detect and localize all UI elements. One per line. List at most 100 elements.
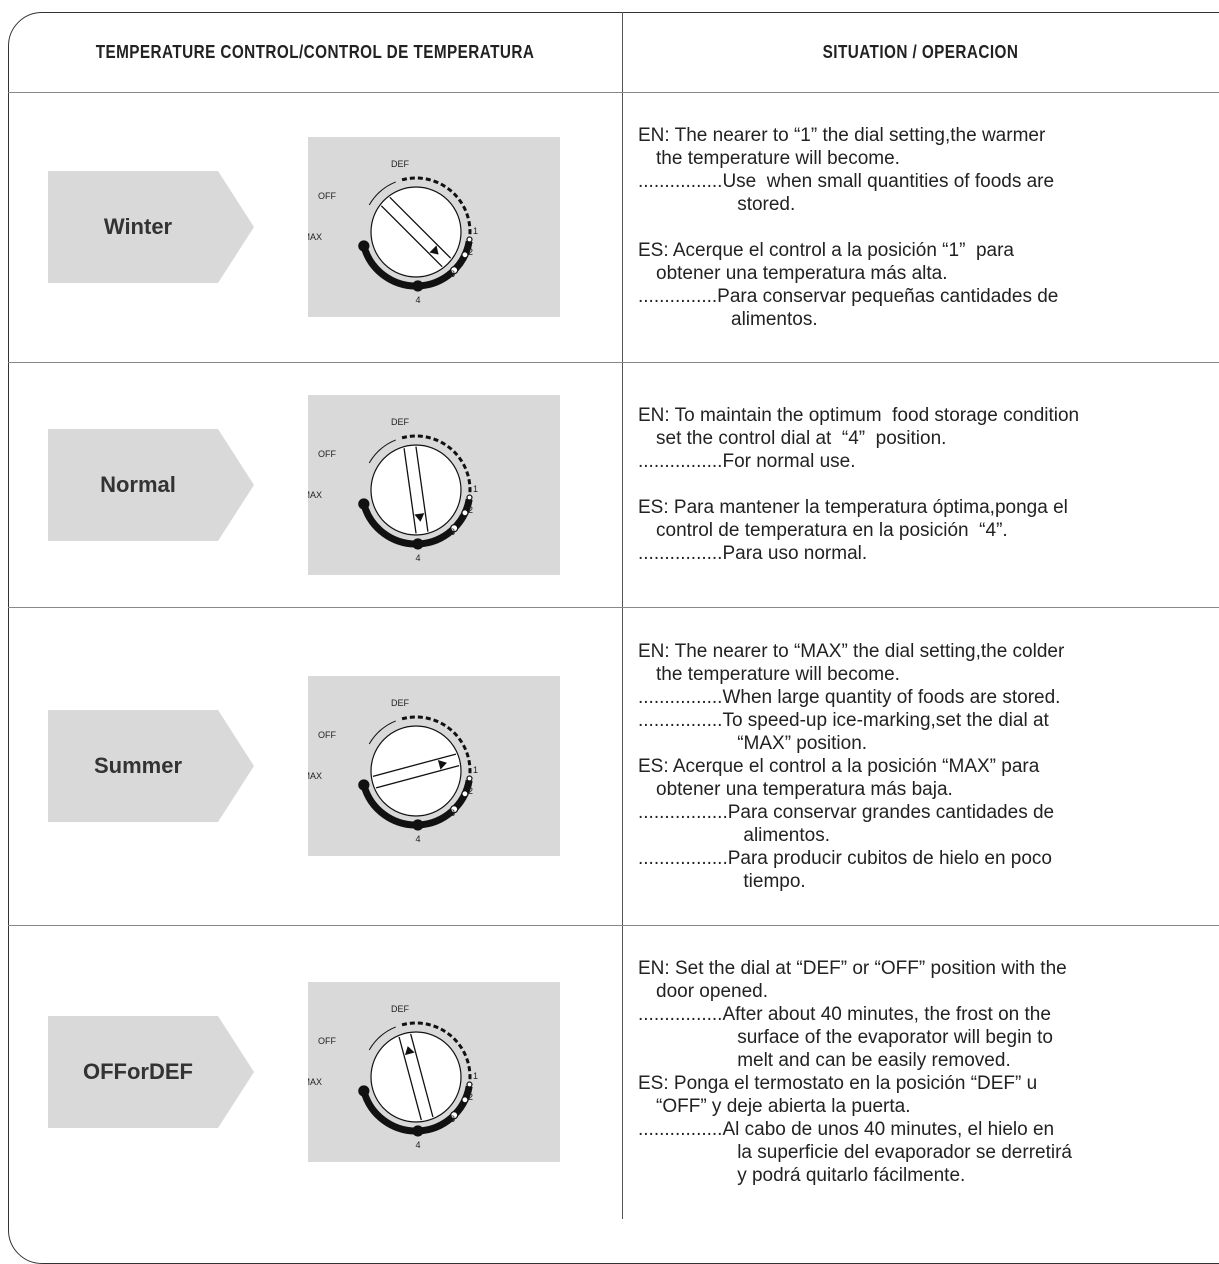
dial-dot — [466, 775, 473, 782]
dial-dot — [466, 236, 473, 243]
row-divider — [8, 925, 1219, 926]
description-line: door opened. — [656, 981, 768, 1002]
dial-pointer — [372, 753, 457, 777]
dial-dot — [461, 508, 469, 516]
dial-label: 2 — [468, 786, 473, 796]
description-line: ................To speed-up ice-marking,… — [638, 709, 1049, 731]
dial-label: 3 — [450, 527, 455, 537]
dial-dot — [412, 1125, 424, 1137]
dial-label: OFF — [318, 191, 336, 201]
description-line: .................Para producir cubitos d… — [638, 847, 1053, 869]
description-line: melt and can be easily removed. — [737, 1050, 1011, 1071]
dial-label: 4 — [415, 295, 420, 305]
dial-illustration: DEF OFF MAX 1 2 3 4 — [308, 676, 560, 856]
description-line: ES: Acerque el control a la posición “1”… — [638, 239, 1014, 261]
description-line: ................Use when small quantitie… — [638, 170, 1055, 192]
dial-pointer-tip — [429, 245, 439, 255]
tag-arrow — [48, 1016, 254, 1128]
dial-label: DEF — [391, 1004, 410, 1014]
dial-dot — [358, 779, 370, 791]
table-row: OFForDEF DEF OFF MAX 1 2 3 4 EN: Set the dial at… — [8, 925, 1219, 1219]
dial-pointer — [375, 765, 460, 789]
dial-dot — [358, 1085, 370, 1097]
dial-dot — [358, 497, 370, 510]
dial-knob — [370, 443, 462, 536]
dial-pointer — [389, 196, 452, 259]
dial-label: 4 — [415, 1140, 420, 1150]
description: EN: The nearer to “1” the dial setting,t… — [638, 92, 1219, 362]
description-line: “OFF” y deje abierta la puerta. — [656, 1096, 911, 1117]
dial-dot — [450, 1111, 459, 1120]
dial-illustration: DEF OFF MAX 1 2 3 4 — [308, 982, 560, 1162]
dial-label: MAX — [308, 1077, 322, 1087]
situation-tag: OFForDEF — [48, 1016, 254, 1128]
dial-label: MAX — [308, 490, 322, 500]
tag-label: Summer — [93, 753, 183, 778]
header-col2: SITUATION / OPERACION — [822, 41, 1019, 62]
dial-dot — [466, 493, 473, 501]
tag-shape — [48, 710, 254, 822]
dial-label: 3 — [450, 1114, 455, 1124]
dial-illustration: DEF OFF MAX 1 2 3 4 — [308, 394, 560, 575]
description-line: EN: Set the dial at “DEF” or “OFF” posit… — [638, 958, 1067, 979]
dial-knob — [370, 725, 462, 817]
table-row: Normal DEF OFF MAX 1 2 3 4 EN: To maintain the o… — [8, 362, 1219, 607]
dial-pointer — [398, 1036, 422, 1121]
description-line: the temperature will become. — [656, 663, 900, 685]
dial-dot — [412, 537, 424, 550]
dial-label: OFF — [318, 1036, 336, 1046]
header-col1: TEMPERATURE CONTROL/CONTROL DE TEMPERATU… — [95, 41, 535, 62]
dial-pointer — [403, 447, 417, 534]
tag-arrow — [48, 428, 254, 541]
description-line: ................For normal use. — [638, 451, 856, 472]
dial-label: 2 — [468, 247, 473, 257]
table-row: Summer DEF OFF MAX 1 2 3 4 EN: The nearer to “MA… — [8, 607, 1219, 925]
dial-label: DEF — [391, 698, 410, 708]
description-line: obtener una temperatura más alta. — [656, 262, 948, 284]
description: EN: The nearer to “MAX” the dial setting… — [638, 607, 1219, 925]
description-line: y podrá quitarlo fácilmente. — [737, 1165, 966, 1186]
dial-pointer — [415, 445, 429, 532]
dial-off-mark — [368, 438, 396, 463]
dial-label: 1 — [473, 1071, 478, 1081]
dial-dot — [466, 1081, 473, 1088]
description-line: alimentos. — [743, 824, 830, 846]
description-line: ES: Acerque el control a la posición “MA… — [638, 755, 1040, 777]
situation-tag: Summer — [48, 710, 254, 822]
description-line: la superficie del evaporador se derretir… — [737, 1142, 1072, 1163]
tag-label: OFForDEF — [83, 1059, 193, 1084]
dial-dot — [461, 1096, 469, 1104]
dial-label: DEF — [391, 417, 410, 427]
page: TEMPERATURE CONTROL/CONTROL DE TEMPERATU… — [8, 12, 1219, 1264]
dial-off-mark — [368, 720, 396, 745]
tag-label: Normal — [100, 471, 176, 497]
description: EN: To maintain the optimum food storage… — [638, 362, 1219, 607]
description-line: ................After about 40 minutes, … — [638, 1004, 1051, 1025]
description-line: ................Al cabo de unos 40 minut… — [638, 1119, 1055, 1140]
dial-label: 2 — [468, 1092, 473, 1102]
dial-dot — [412, 280, 424, 292]
situation-tag: Winter — [48, 171, 254, 283]
description-line: set the control dial at “4” position. — [656, 428, 947, 449]
description-line: obtener una temperatura más baja. — [656, 778, 953, 800]
dial-label: 1 — [473, 226, 478, 236]
dial-pointer-tip — [414, 512, 425, 522]
description-line: ...............Para conservar pequeñas c… — [638, 285, 1059, 307]
description-line: ES: Ponga el termostato en la posición “… — [638, 1073, 1038, 1094]
dial-label: 3 — [450, 808, 455, 818]
tag-arrow — [48, 171, 254, 283]
dial-dot — [450, 266, 459, 275]
tag-shape — [48, 1016, 254, 1128]
dial-label: 4 — [415, 834, 420, 844]
description-line: ................Para uso normal. — [638, 543, 868, 564]
dial-label: 1 — [473, 484, 478, 494]
tag-arrow — [48, 710, 254, 822]
description-line: EN: The nearer to “MAX” the dial setting… — [638, 640, 1065, 662]
description-line: surface of the evaporator will begin to — [737, 1027, 1053, 1048]
row-divider — [8, 92, 1219, 93]
tag-label: Winter — [103, 214, 173, 239]
dial-off-mark — [368, 1026, 396, 1051]
dial-label: 1 — [473, 765, 478, 775]
dial-dot — [450, 523, 459, 532]
dial-label: 4 — [415, 553, 420, 563]
